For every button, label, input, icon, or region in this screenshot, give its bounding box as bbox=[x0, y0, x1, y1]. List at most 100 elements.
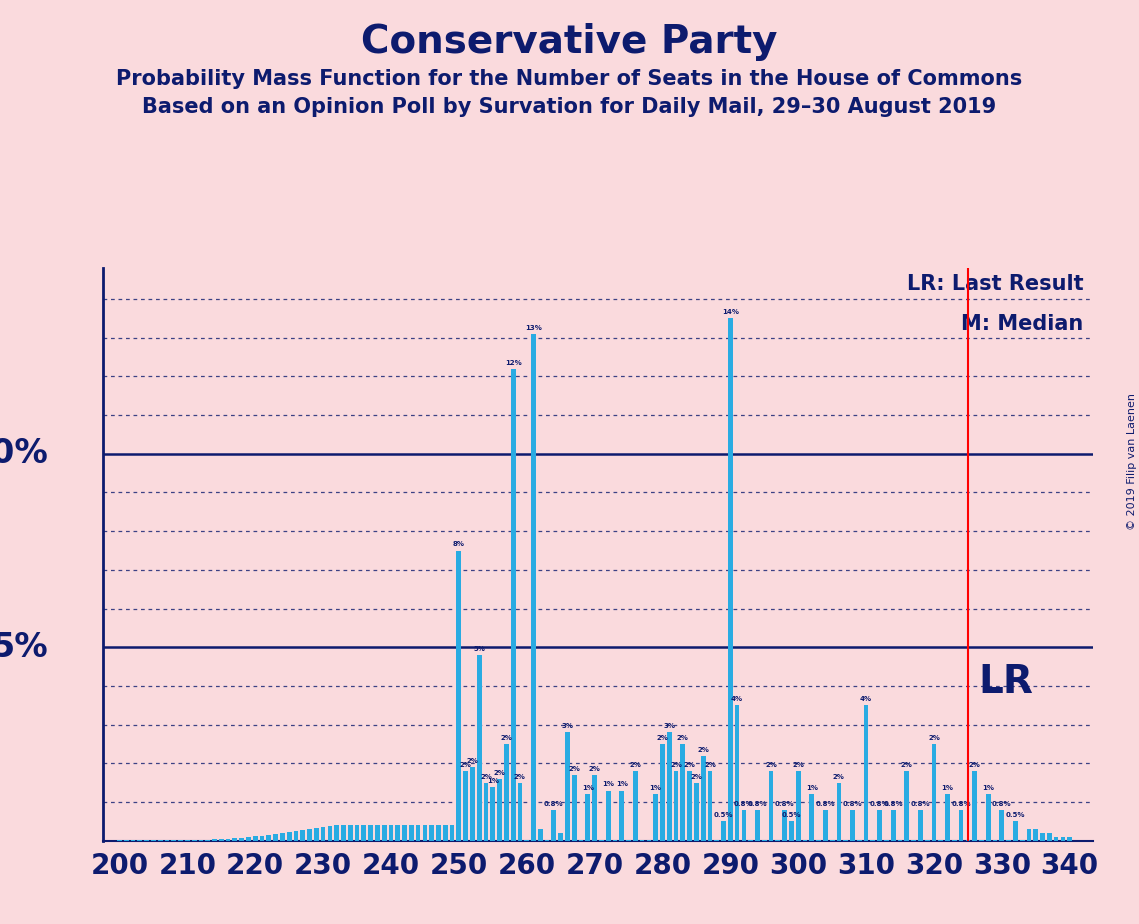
Bar bbox=[966, 840, 970, 841]
Bar bbox=[470, 767, 475, 841]
Text: 0.8%: 0.8% bbox=[735, 801, 754, 807]
Bar bbox=[973, 772, 977, 841]
Bar bbox=[375, 825, 379, 841]
Bar bbox=[592, 775, 597, 841]
Text: 2%: 2% bbox=[630, 762, 641, 768]
Bar bbox=[1006, 840, 1011, 841]
Bar bbox=[328, 826, 333, 841]
Bar bbox=[314, 829, 319, 841]
Text: 2%: 2% bbox=[480, 773, 492, 780]
Text: 14%: 14% bbox=[722, 310, 739, 315]
Bar bbox=[1019, 840, 1025, 841]
Text: 2%: 2% bbox=[928, 735, 940, 741]
Text: 2%: 2% bbox=[690, 773, 703, 780]
Bar bbox=[640, 840, 645, 841]
Text: LR: LR bbox=[978, 663, 1033, 701]
Text: 1%: 1% bbox=[616, 782, 628, 787]
Bar bbox=[287, 833, 292, 841]
Text: 0.5%: 0.5% bbox=[1006, 812, 1025, 819]
Bar bbox=[429, 825, 434, 841]
Bar bbox=[226, 838, 230, 841]
Bar bbox=[714, 840, 719, 841]
Bar bbox=[1060, 837, 1065, 841]
Bar bbox=[572, 775, 576, 841]
Text: 2%: 2% bbox=[460, 762, 472, 768]
Bar bbox=[647, 840, 652, 841]
Text: M: Median: M: Median bbox=[961, 314, 1083, 334]
Bar bbox=[898, 840, 902, 841]
Bar bbox=[212, 839, 216, 841]
Text: 0.8%: 0.8% bbox=[775, 801, 794, 807]
Text: Probability Mass Function for the Number of Seats in the House of Commons: Probability Mass Function for the Number… bbox=[116, 69, 1023, 90]
Bar bbox=[776, 840, 780, 841]
Bar bbox=[450, 825, 454, 841]
Bar bbox=[870, 840, 875, 841]
Text: 3%: 3% bbox=[663, 723, 675, 729]
Bar bbox=[721, 821, 726, 841]
Bar bbox=[755, 809, 760, 841]
Bar bbox=[823, 809, 828, 841]
Bar bbox=[246, 837, 251, 841]
Text: 1%: 1% bbox=[649, 785, 662, 791]
Bar bbox=[613, 840, 617, 841]
Bar bbox=[308, 829, 312, 841]
Text: 2%: 2% bbox=[677, 735, 689, 741]
Text: 1%: 1% bbox=[942, 785, 953, 791]
Bar bbox=[198, 840, 203, 841]
Bar bbox=[810, 795, 814, 841]
Bar bbox=[538, 829, 542, 841]
Bar bbox=[661, 744, 665, 841]
Text: 2%: 2% bbox=[589, 766, 600, 772]
Text: 2%: 2% bbox=[704, 762, 716, 768]
Text: Conservative Party: Conservative Party bbox=[361, 23, 778, 61]
Bar bbox=[388, 825, 393, 841]
Bar bbox=[565, 733, 570, 841]
Text: 10%: 10% bbox=[0, 437, 48, 470]
Bar bbox=[232, 838, 237, 841]
Bar bbox=[395, 825, 400, 841]
Bar bbox=[904, 772, 909, 841]
Text: 5%: 5% bbox=[0, 631, 48, 663]
Bar bbox=[925, 840, 929, 841]
Text: 2%: 2% bbox=[656, 735, 669, 741]
Text: 1%: 1% bbox=[982, 785, 994, 791]
Bar bbox=[219, 839, 223, 841]
Bar bbox=[531, 334, 535, 841]
Text: 0.8%: 0.8% bbox=[870, 801, 890, 807]
Bar bbox=[829, 840, 835, 841]
Bar bbox=[443, 825, 448, 841]
Bar bbox=[402, 825, 407, 841]
Bar bbox=[301, 830, 305, 841]
Bar bbox=[341, 825, 346, 841]
Bar bbox=[253, 836, 257, 841]
Bar bbox=[239, 838, 244, 841]
Bar bbox=[579, 840, 583, 841]
Bar bbox=[517, 783, 523, 841]
Text: 0.8%: 0.8% bbox=[951, 801, 970, 807]
Text: © 2019 Filip van Laenen: © 2019 Filip van Laenen bbox=[1126, 394, 1137, 530]
Bar bbox=[817, 840, 821, 841]
Bar bbox=[321, 827, 326, 841]
Text: 5%: 5% bbox=[474, 646, 485, 652]
Bar bbox=[843, 840, 849, 841]
Bar bbox=[1013, 821, 1018, 841]
Bar bbox=[551, 809, 556, 841]
Bar bbox=[294, 832, 298, 841]
Bar bbox=[952, 840, 957, 841]
Text: 0.8%: 0.8% bbox=[747, 801, 768, 807]
Bar bbox=[503, 744, 509, 841]
Text: 2%: 2% bbox=[670, 762, 682, 768]
Bar bbox=[599, 840, 604, 841]
Bar bbox=[334, 825, 339, 841]
Bar bbox=[762, 840, 767, 841]
Bar bbox=[959, 809, 964, 841]
Bar bbox=[416, 825, 420, 841]
Bar bbox=[803, 840, 808, 841]
Text: Based on an Opinion Poll by Survation for Daily Mail, 29–30 August 2019: Based on an Opinion Poll by Survation fo… bbox=[142, 97, 997, 117]
Bar bbox=[980, 840, 984, 841]
Text: 0.5%: 0.5% bbox=[781, 812, 801, 819]
Bar bbox=[633, 772, 638, 841]
Bar bbox=[1040, 833, 1044, 841]
Text: 4%: 4% bbox=[731, 697, 743, 702]
Bar bbox=[932, 744, 936, 841]
